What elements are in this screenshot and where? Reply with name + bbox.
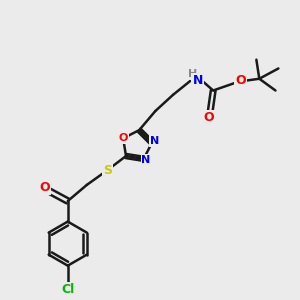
Text: N: N xyxy=(141,155,151,165)
Text: N: N xyxy=(192,74,203,87)
Text: Cl: Cl xyxy=(61,283,74,296)
Text: N: N xyxy=(150,136,159,146)
Text: H: H xyxy=(188,69,197,79)
Text: S: S xyxy=(103,164,112,177)
Text: O: O xyxy=(235,74,245,87)
Text: O: O xyxy=(39,181,50,194)
Text: O: O xyxy=(203,111,214,124)
Text: O: O xyxy=(118,133,128,143)
